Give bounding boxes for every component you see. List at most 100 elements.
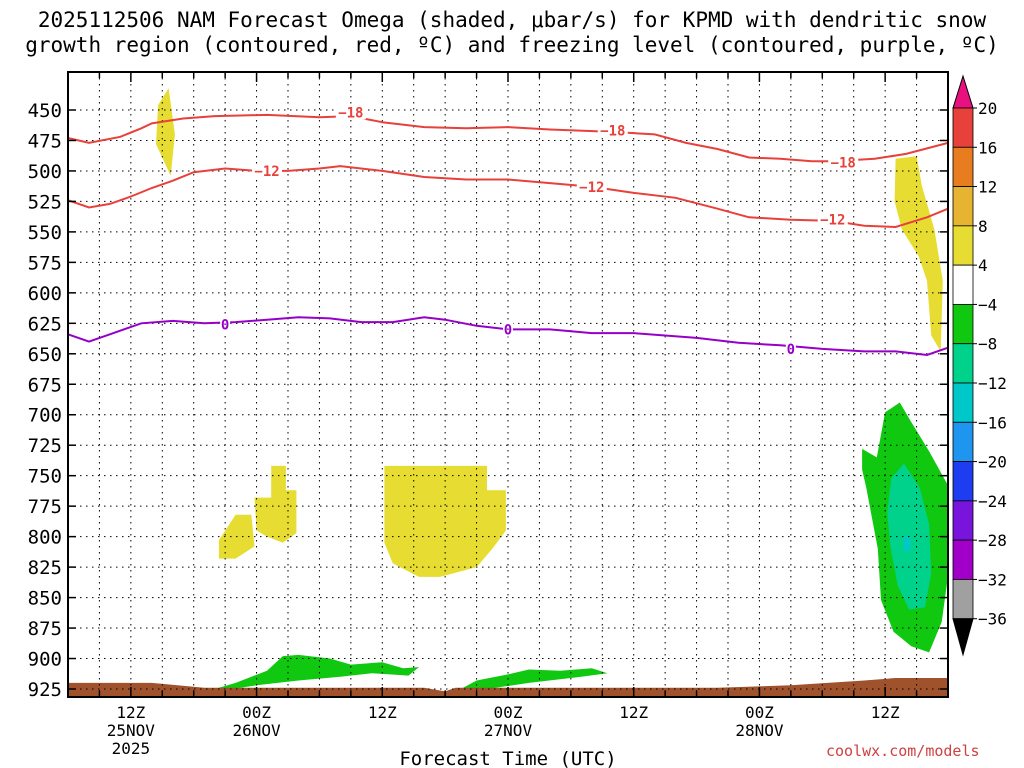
contour-label-bg (785, 341, 796, 356)
colorbar-bin (952, 225, 974, 266)
contour-label-bg (252, 163, 283, 178)
omega-region-3 (254, 465, 297, 543)
x-tick-label: 12Z (368, 703, 397, 722)
colorbar-label: −28 (978, 531, 1007, 550)
contour-label-bg (817, 212, 848, 227)
contour-label: −18 (831, 155, 856, 171)
y-tick-label: 750 (28, 466, 62, 488)
x-tick-label: 28NOV (735, 721, 784, 740)
x-tick-label: 27NOV (484, 721, 533, 740)
x-tick-label: 12Z (116, 703, 145, 722)
y-tick-label: 475 (28, 130, 62, 152)
y-tick-label: 775 (28, 496, 62, 518)
y-tick-label: 850 (28, 588, 62, 610)
colorbar-label: 8 (978, 217, 988, 236)
temperature-contours: −18 −18 −18 −12 −12 −12 0 0 0 (67, 105, 949, 358)
y-tick-label: 700 (28, 405, 62, 427)
colorbar-label: −32 (978, 570, 1007, 589)
colorbar-bin (952, 539, 974, 580)
contour-label-bg (335, 105, 366, 120)
colorbar-label: 20 (978, 99, 997, 118)
contour-label-bg (220, 317, 231, 332)
y-axis: 450 475 500 525 550 575 600 625 650 675 700 725 750 7… (28, 100, 948, 701)
x-tick-label: 25NOV (107, 721, 156, 740)
colorbar-label: −24 (978, 492, 1007, 511)
omega-region-9 (460, 668, 608, 689)
colorbar-label: 16 (978, 138, 997, 157)
grid-lines (68, 72, 948, 697)
colorbar-bin (952, 382, 974, 423)
contour-label: −18 (600, 124, 625, 140)
watermark: coolwx.com/models (826, 742, 980, 760)
y-tick-label: 800 (28, 527, 62, 549)
y-tick-label: 525 (28, 191, 62, 213)
y-tick-label: 625 (28, 313, 62, 335)
omega-region-8 (214, 654, 419, 691)
omega-region-4 (384, 465, 506, 577)
contour-label-bg (828, 155, 859, 170)
colorbar-bin (952, 186, 974, 227)
omega-region-1 (894, 156, 943, 352)
y-tick-label: 600 (28, 283, 62, 305)
colorbar-bin (952, 421, 974, 462)
y-tick-label: 550 (28, 222, 62, 244)
colorbar-label: −20 (978, 453, 1007, 472)
colorbar-label: −4 (978, 295, 997, 314)
y-tick-label: 725 (28, 435, 62, 457)
contour--18 (67, 113, 949, 163)
y-tick-label: 675 (28, 374, 62, 396)
colorbar-label: −8 (978, 335, 997, 354)
contour-label: 0 (504, 322, 512, 338)
x-tick-label: 00Z (242, 703, 271, 722)
y-tick-label: 650 (28, 344, 62, 366)
colorbar-bin (952, 264, 974, 305)
colorbar-label: 12 (978, 178, 997, 197)
y-tick-label: 450 (28, 100, 62, 122)
colorbar-bottom-arrow (952, 618, 974, 657)
colorbar-bin (952, 146, 974, 187)
x-tick-label: 00Z (745, 703, 774, 722)
colorbar-bin (952, 304, 974, 345)
title-line-1: 2025112506 NAM Forecast Omega (shaded, μ… (37, 8, 987, 32)
contour-label-bg (597, 123, 628, 138)
colorbar: 20 16 12 8 4 −4 −8 −12 −16 −20 −24 −28 −32 −36 (952, 74, 1007, 657)
x-tick-label: 00Z (494, 703, 523, 722)
colorbar-bin (952, 107, 974, 148)
contour-0 (67, 316, 949, 357)
contour-label: 0 (787, 342, 795, 358)
contour-label: −18 (338, 105, 363, 121)
colorbar-bin (952, 461, 974, 502)
colorbar-bin (952, 343, 974, 384)
y-tick-label: 825 (28, 557, 62, 579)
contour-label: −12 (820, 213, 845, 229)
colorbar-label: 4 (978, 256, 988, 275)
x-tick-label: 12Z (871, 703, 900, 722)
omega-region-0 (156, 88, 175, 176)
colorbar-bin (952, 579, 974, 620)
contour-label: −12 (254, 164, 279, 180)
y-tick-label: 875 (28, 618, 62, 640)
contour-label: −12 (579, 180, 604, 196)
y-tick-label: 925 (28, 679, 62, 701)
colorbar-bin (952, 500, 974, 541)
contour-label: 0 (221, 318, 229, 334)
contour--12 (67, 165, 949, 229)
colorbar-top-arrow (952, 74, 974, 109)
x-tick-label: 2025 (112, 739, 151, 758)
chart-title: 2025112506 NAM Forecast Omega (shaded, μ… (0, 8, 1024, 58)
y-tick-label: 500 (28, 161, 62, 183)
title-line-2: growth region (contoured, red, ºC) and f… (25, 33, 999, 57)
x-axis-label: Forecast Time (UTC) (399, 748, 616, 768)
omega-region-7 (904, 536, 911, 552)
colorbar-label: −12 (978, 374, 1007, 393)
y-tick-label: 575 (28, 252, 62, 274)
contour-label-bg (576, 179, 607, 194)
x-tick-label: 12Z (619, 703, 648, 722)
colorbar-label: −16 (978, 413, 1007, 432)
y-tick-label: 900 (28, 649, 62, 671)
x-tick-label: 26NOV (232, 721, 281, 740)
contour-label-bg (503, 322, 513, 337)
colorbar-label: −36 (978, 610, 1007, 629)
